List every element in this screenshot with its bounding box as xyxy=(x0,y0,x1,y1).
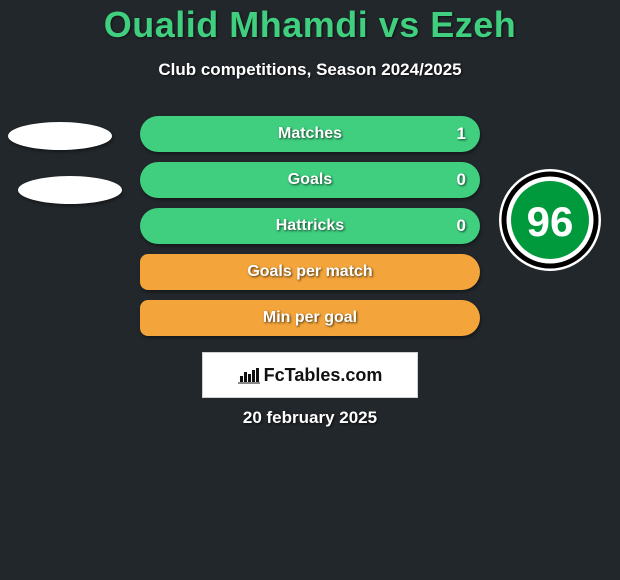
stat-label: Goals xyxy=(288,171,332,189)
stat-bar: Min per goal xyxy=(140,300,480,336)
date-line: 20 february 2025 xyxy=(0,408,620,428)
stat-value-right: 0 xyxy=(457,216,466,236)
logo-text: FcTables.com xyxy=(264,365,383,386)
page-title: Oualid Mhamdi vs Ezeh xyxy=(0,0,620,46)
player-ellipse-left xyxy=(18,176,122,204)
stat-bar: Goals per match xyxy=(140,254,480,290)
stat-row: Min per goal xyxy=(0,300,620,336)
bar-chart-icon xyxy=(238,366,260,384)
stat-value-right: 0 xyxy=(457,170,466,190)
stat-label: Min per goal xyxy=(263,309,357,327)
player-ellipse-left xyxy=(8,122,112,150)
stat-label: Hattricks xyxy=(276,217,344,235)
stat-value-right: 1 xyxy=(457,124,466,144)
subtitle: Club competitions, Season 2024/2025 xyxy=(0,60,620,80)
stat-bar: Hattricks 0 xyxy=(140,208,480,244)
fctables-logo: FcTables.com xyxy=(202,352,418,398)
club-badge-right: 96 xyxy=(498,168,602,272)
stat-label: Goals per match xyxy=(247,263,372,281)
stat-bar: Matches 1 xyxy=(140,116,480,152)
club-badge-text: 96 xyxy=(527,198,574,245)
stat-label: Matches xyxy=(278,125,342,143)
stat-bar: Goals 0 xyxy=(140,162,480,198)
